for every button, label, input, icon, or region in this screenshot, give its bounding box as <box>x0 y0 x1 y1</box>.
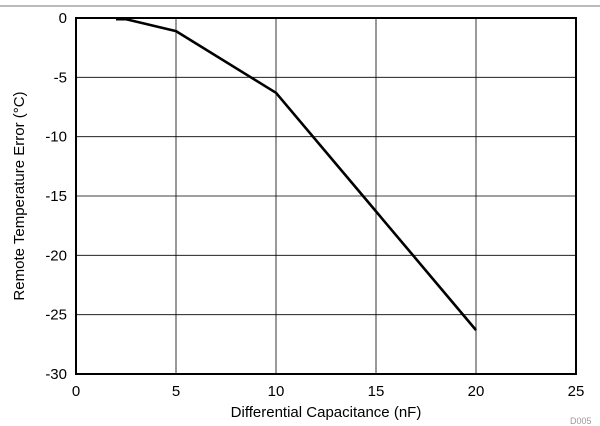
x-axis-title: Differential Capacitance (nF) <box>231 404 422 421</box>
grid <box>75 17 577 375</box>
y-tick-labels: 0 -5 -10 -15 -20 -25 -30 <box>45 10 67 383</box>
x-tick-label: 0 <box>72 383 80 400</box>
x-tick-labels: 0 5 10 15 20 25 <box>72 383 585 400</box>
y-axis-title: Remote Temperature Error (°C) <box>11 91 28 300</box>
y-tick-label: -5 <box>54 69 67 86</box>
series-layer <box>115 17 477 331</box>
series-line-0 <box>116 17 477 331</box>
y-tick-label: 0 <box>59 10 67 27</box>
y-tick-label: -20 <box>45 247 67 264</box>
x-tick-label: 25 <box>568 383 585 400</box>
y-tick-label: -10 <box>45 129 67 146</box>
plot-frame <box>75 17 577 375</box>
y-tick-label: -15 <box>45 188 67 205</box>
figure-code: D005 <box>570 416 592 426</box>
y-tick-label: -30 <box>45 366 67 383</box>
x-tick-label: 15 <box>368 383 385 400</box>
y-tick-label: -25 <box>45 307 67 324</box>
x-tick-label: 10 <box>268 383 285 400</box>
x-tick-label: 5 <box>172 383 180 400</box>
x-tick-label: 20 <box>468 383 485 400</box>
